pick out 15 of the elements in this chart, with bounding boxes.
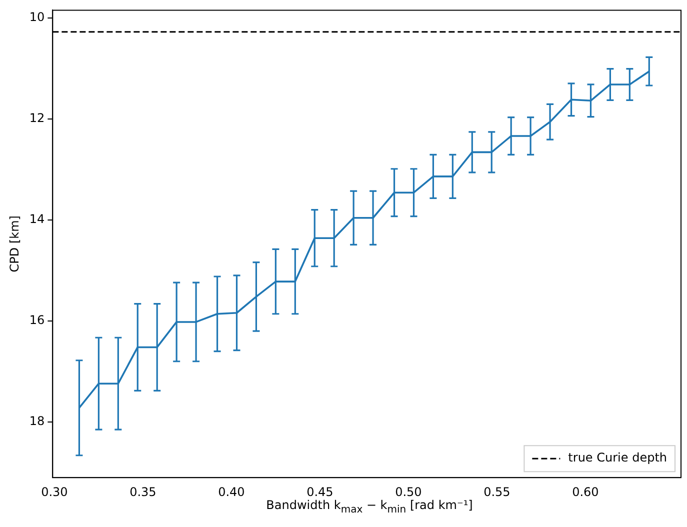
x-tick-label: 0.40 xyxy=(218,484,245,499)
y-tick-label: 12 xyxy=(29,110,45,125)
y-tick-label: 16 xyxy=(29,313,45,328)
y-axis-title: CPD [km] xyxy=(7,216,22,272)
x-tick-label: 0.50 xyxy=(395,484,422,499)
legend-label: true Curie depth xyxy=(568,450,668,465)
y-tick-label: 10 xyxy=(29,10,45,24)
x-tick-label: 0.55 xyxy=(484,484,510,499)
x-tick-label: 0.45 xyxy=(306,484,334,499)
y-tick-label: 14 xyxy=(29,212,45,226)
x-tick-label: 0.35 xyxy=(130,484,156,499)
x-axis-title: Bandwidth k$_{max}$ − k$_{min}$ [rad km⁻¹] xyxy=(265,498,474,516)
x-tick-label: 0.30 xyxy=(41,484,68,499)
y-tick-label: 18 xyxy=(29,414,45,428)
x-tick-label: 0.60 xyxy=(572,484,599,499)
